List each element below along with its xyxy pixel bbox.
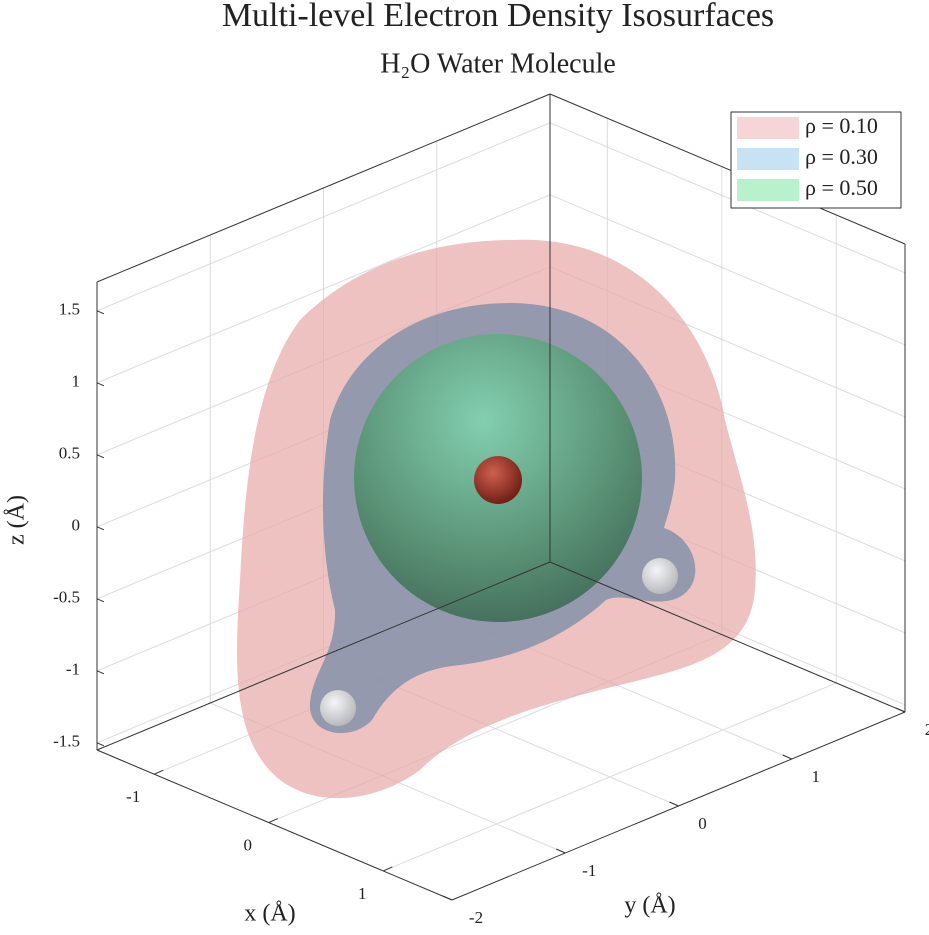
y-tick-label: 2	[925, 720, 929, 739]
z-tick-label: 1.5	[59, 300, 80, 319]
legend-swatch	[737, 117, 799, 139]
y-tick	[669, 801, 679, 807]
y-tick	[442, 895, 453, 901]
axis-edge	[549, 93, 906, 245]
z-tick	[96, 382, 105, 387]
z-tick	[96, 742, 105, 747]
legend-label: ρ = 0.10	[805, 113, 878, 138]
chart-title: Multi-level Electron Density Isosurfaces	[222, 0, 774, 34]
y-tick-label: -2	[469, 908, 483, 927]
chart-subtitle: H₂O Water Molecule	[380, 48, 616, 79]
grid-line	[96, 122, 551, 312]
x-tick-label: 0	[244, 835, 253, 854]
z-tick	[96, 670, 105, 675]
hydrogen-atom	[320, 690, 356, 726]
grid-line	[549, 194, 906, 346]
z-tick-label: 0	[72, 516, 81, 535]
legend-swatch	[737, 179, 799, 201]
y-tick	[556, 848, 566, 854]
x-tick-label: 1	[358, 884, 367, 903]
z-tick-label: 1	[72, 372, 81, 391]
grid-line	[549, 122, 906, 274]
axis-edge	[96, 561, 551, 751]
y-tick-label: 1	[812, 767, 821, 786]
y-tick	[895, 707, 906, 713]
z-axis-label: z (Å)	[4, 495, 30, 545]
legend: ρ = 0.10 ρ = 0.30 ρ = 0.50	[730, 111, 902, 209]
z-tick	[96, 526, 105, 531]
legend-swatch	[737, 148, 799, 170]
oxygen-atom	[474, 456, 522, 504]
axis-edge	[96, 93, 551, 283]
x-axis-label: x (Å)	[244, 901, 295, 927]
legend-label: ρ = 0.30	[805, 144, 878, 169]
grid-line	[96, 194, 551, 384]
axes: -1 0 1 -2 -1 0 1 2 -1.5 -1 -0.5 0 0.5 1 1.5	[53, 93, 929, 927]
y-axis-label: y (Å)	[624, 893, 675, 919]
z-tick-label: -1	[66, 660, 80, 679]
x-tick-label: -1	[126, 787, 140, 806]
z-tick	[96, 598, 105, 603]
x-tick	[383, 866, 393, 872]
z-tick-label: 0.5	[59, 444, 80, 463]
legend-label: ρ = 0.50	[805, 175, 878, 200]
y-tick-label: -1	[582, 861, 596, 880]
axis-edge	[96, 749, 453, 901]
z-tick	[96, 310, 105, 315]
z-tick	[96, 454, 105, 459]
y-tick-label: 0	[698, 814, 707, 833]
hydrogen-atom	[642, 558, 678, 594]
x-tick	[268, 818, 278, 824]
x-tick	[154, 769, 164, 775]
z-tick-label: -0.5	[53, 588, 80, 607]
z-tick-label: -1.5	[53, 732, 80, 751]
y-tick	[782, 754, 792, 760]
axis-edge	[549, 561, 906, 713]
surfaces	[236, 239, 756, 799]
